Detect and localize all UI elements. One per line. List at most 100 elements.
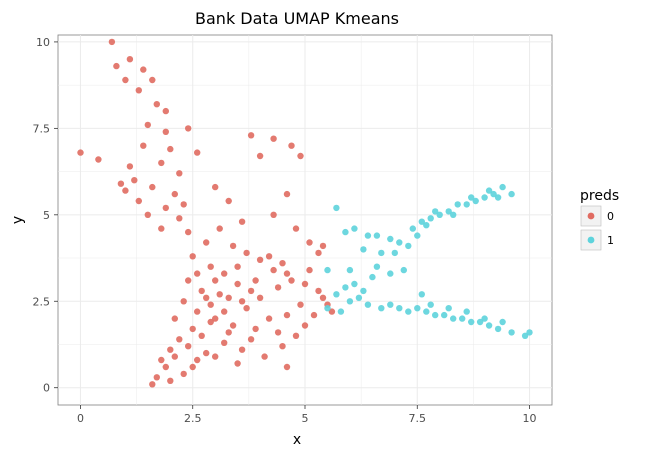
data-point-series-0	[144, 211, 151, 218]
data-points	[77, 38, 533, 388]
data-point-series-0	[122, 187, 129, 194]
data-point-series-1	[526, 329, 533, 336]
data-point-series-0	[221, 270, 228, 277]
data-point-series-0	[283, 311, 291, 319]
data-point-series-0	[158, 356, 165, 364]
data-point-series-0	[108, 38, 116, 46]
data-point-series-0	[203, 349, 210, 357]
data-point-series-1	[373, 232, 381, 239]
data-point-series-0	[306, 239, 313, 246]
data-point-series-0	[256, 152, 264, 160]
data-point-series-1	[521, 332, 529, 339]
data-point-series-0	[301, 280, 309, 288]
data-point-series-1	[485, 187, 493, 194]
data-point-series-1	[364, 232, 372, 239]
data-point-series-0	[229, 242, 237, 250]
data-point-series-1	[436, 211, 443, 218]
data-point-series-1	[405, 308, 412, 315]
data-point-series-0	[270, 135, 277, 142]
data-point-series-0	[135, 87, 142, 94]
data-point-series-1	[459, 315, 466, 322]
data-point-series-0	[261, 353, 268, 360]
data-point-series-1	[333, 291, 340, 298]
data-point-series-1	[414, 305, 421, 312]
data-point-series-0	[270, 211, 277, 218]
data-point-series-0	[216, 225, 223, 232]
data-point-series-1	[490, 190, 497, 198]
data-point-series-0	[185, 125, 192, 132]
data-point-series-0	[180, 201, 187, 208]
data-point-series-0	[297, 301, 304, 308]
y-axis-ticks: 0 2.5 5 7.5 10	[33, 36, 58, 395]
data-point-series-1	[508, 190, 515, 198]
data-point-series-1	[427, 301, 434, 308]
y-tick-label: 10	[36, 36, 50, 49]
data-point-series-1	[342, 228, 349, 236]
data-point-series-1	[423, 308, 430, 315]
y-tick-label: 5	[43, 209, 50, 222]
data-point-series-0	[176, 336, 183, 343]
data-point-series-0	[315, 249, 322, 257]
data-point-series-1	[346, 266, 354, 274]
data-point-series-0	[198, 332, 205, 339]
data-point-series-1	[494, 194, 502, 201]
data-point-series-1	[445, 305, 452, 312]
data-point-series-0	[238, 298, 246, 305]
y-tick-label: 2.5	[33, 295, 51, 308]
data-point-series-1	[499, 318, 506, 326]
data-point-series-0	[189, 363, 196, 371]
data-point-series-0	[144, 121, 151, 129]
data-point-series-0	[113, 62, 120, 70]
data-point-series-0	[216, 291, 223, 298]
x-tick-label: 7.5	[409, 412, 427, 425]
data-point-series-0	[180, 298, 187, 305]
data-point-series-0	[283, 270, 291, 277]
data-point-series-1	[418, 291, 425, 298]
data-point-series-0	[140, 142, 147, 149]
data-point-series-1	[432, 311, 439, 319]
data-point-series-1	[414, 232, 421, 239]
data-point-series-0	[252, 325, 259, 333]
data-point-series-1	[405, 242, 412, 250]
data-point-series-1	[472, 197, 479, 205]
data-point-series-1	[360, 287, 367, 295]
data-point-series-0	[292, 332, 300, 339]
data-point-series-0	[194, 149, 201, 156]
data-point-series-0	[301, 322, 309, 329]
data-point-series-1	[508, 329, 515, 336]
legend-title: preds	[580, 188, 619, 204]
data-point-series-0	[194, 270, 201, 277]
data-point-series-0	[189, 325, 196, 333]
data-point-series-0	[221, 308, 228, 315]
data-point-series-0	[203, 294, 210, 301]
data-point-series-0	[162, 107, 169, 115]
data-point-series-1	[463, 201, 470, 208]
data-point-series-0	[212, 353, 219, 360]
data-point-series-1	[346, 298, 354, 305]
data-point-series-0	[171, 190, 178, 198]
data-point-series-1	[337, 308, 345, 315]
data-point-series-1	[364, 301, 372, 308]
data-point-series-1	[360, 246, 367, 253]
data-point-series-1	[355, 294, 363, 301]
data-point-series-0	[310, 311, 318, 319]
data-point-series-0	[265, 315, 273, 322]
data-point-series-0	[153, 101, 160, 108]
data-point-series-0	[225, 197, 232, 205]
data-point-series-0	[234, 263, 241, 270]
data-point-series-0	[207, 318, 214, 326]
data-point-series-0	[122, 76, 129, 84]
data-point-series-0	[319, 294, 327, 301]
data-point-series-0	[243, 249, 250, 257]
data-point-series-0	[149, 183, 156, 191]
data-point-series-0	[288, 277, 295, 284]
data-point-series-1	[427, 215, 434, 222]
data-point-series-0	[135, 197, 142, 205]
legend-label: 1	[607, 234, 614, 247]
data-point-series-1	[351, 225, 358, 232]
data-point-series-0	[126, 163, 134, 170]
data-point-series-0	[212, 183, 219, 191]
data-point-series-0	[274, 329, 282, 336]
data-point-series-0	[207, 301, 214, 308]
